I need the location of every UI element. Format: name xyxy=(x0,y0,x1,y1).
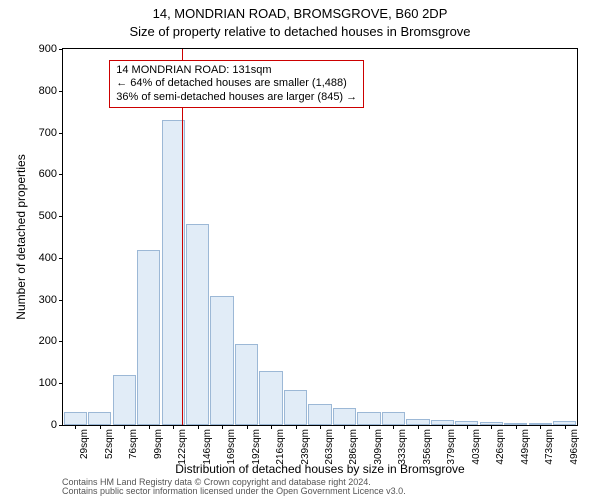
ytick-label: 300 xyxy=(39,294,57,306)
xtick-label: 449sqm xyxy=(520,429,531,465)
xtick-label: 473sqm xyxy=(544,429,555,465)
xtick-mark xyxy=(516,425,517,429)
chart-title-line1: 14, MONDRIAN ROAD, BROMSGROVE, B60 2DP xyxy=(0,6,600,21)
ytick-label: 400 xyxy=(39,252,57,264)
histogram-bar xyxy=(382,412,405,425)
xtick-mark xyxy=(296,425,297,429)
ytick-mark xyxy=(59,133,63,134)
ytick-label: 900 xyxy=(39,43,57,55)
xtick-mark xyxy=(540,425,541,429)
ytick-mark xyxy=(59,258,63,259)
xtick-mark xyxy=(393,425,394,429)
xtick-label: 169sqm xyxy=(226,429,237,465)
xtick-label: 122sqm xyxy=(177,429,188,465)
histogram-bar xyxy=(113,375,136,425)
histogram-bar xyxy=(64,412,87,425)
xtick-mark xyxy=(75,425,76,429)
xtick-mark xyxy=(222,425,223,429)
histogram-bar xyxy=(333,408,356,425)
xtick-mark xyxy=(173,425,174,429)
xtick-label: 403sqm xyxy=(471,429,482,465)
xtick-label: 216sqm xyxy=(275,429,286,465)
annotation-line3: 36% of semi-detached houses are larger (… xyxy=(116,91,357,104)
xtick-label: 379sqm xyxy=(446,429,457,465)
ytick-mark xyxy=(59,425,63,426)
ytick-label: 600 xyxy=(39,168,57,180)
xtick-mark xyxy=(320,425,321,429)
xtick-label: 286sqm xyxy=(348,429,359,465)
histogram-bar xyxy=(259,371,282,425)
x-axis-label: Distribution of detached houses by size … xyxy=(62,462,578,476)
xtick-label: 496sqm xyxy=(569,429,580,465)
xtick-label: 426sqm xyxy=(495,429,506,465)
xtick-label: 356sqm xyxy=(422,429,433,465)
xtick-mark xyxy=(442,425,443,429)
ytick-mark xyxy=(59,300,63,301)
xtick-mark xyxy=(198,425,199,429)
xtick-mark xyxy=(271,425,272,429)
ytick-label: 0 xyxy=(51,419,57,431)
ytick-mark xyxy=(59,341,63,342)
ytick-label: 800 xyxy=(39,85,57,97)
histogram-bar xyxy=(235,344,258,425)
annotation-line1: 14 MONDRIAN ROAD: 131sqm xyxy=(116,64,357,77)
xtick-label: 99sqm xyxy=(153,429,164,459)
xtick-mark xyxy=(247,425,248,429)
histogram-bar xyxy=(186,224,209,425)
ytick-mark xyxy=(59,216,63,217)
xtick-label: 192sqm xyxy=(251,429,262,465)
xtick-mark xyxy=(418,425,419,429)
histogram-bar xyxy=(137,250,160,425)
xtick-mark xyxy=(565,425,566,429)
xtick-mark xyxy=(100,425,101,429)
xtick-label: 29sqm xyxy=(79,429,90,459)
histogram-bar xyxy=(357,412,380,425)
ytick-label: 200 xyxy=(39,335,57,347)
xtick-label: 309sqm xyxy=(373,429,384,465)
plot-area: 010020030040050060070080090029sqm52sqm76… xyxy=(62,48,578,426)
ytick-mark xyxy=(59,174,63,175)
y-axis-label: Number of detached properties xyxy=(14,48,32,426)
histogram-bar xyxy=(308,404,331,425)
xtick-mark xyxy=(369,425,370,429)
xtick-label: 52sqm xyxy=(104,429,115,459)
xtick-label: 263sqm xyxy=(324,429,335,465)
annotation-box: 14 MONDRIAN ROAD: 131sqm← 64% of detache… xyxy=(109,60,364,108)
xtick-label: 76sqm xyxy=(128,429,139,459)
xtick-mark xyxy=(491,425,492,429)
ytick-mark xyxy=(59,383,63,384)
xtick-label: 239sqm xyxy=(300,429,311,465)
footnote-line2: Contains public sector information licen… xyxy=(62,487,578,496)
ytick-label: 500 xyxy=(39,210,57,222)
ytick-label: 100 xyxy=(39,377,57,389)
histogram-chart: 14, MONDRIAN ROAD, BROMSGROVE, B60 2DP S… xyxy=(0,0,600,500)
ytick-label: 700 xyxy=(39,127,57,139)
histogram-bar xyxy=(88,412,111,425)
xtick-label: 146sqm xyxy=(202,429,213,465)
ytick-mark xyxy=(59,91,63,92)
footnote: Contains HM Land Registry data © Crown c… xyxy=(62,478,578,497)
histogram-bar xyxy=(210,296,233,426)
xtick-label: 333sqm xyxy=(397,429,408,465)
xtick-mark xyxy=(467,425,468,429)
xtick-mark xyxy=(344,425,345,429)
xtick-mark xyxy=(149,425,150,429)
ytick-mark xyxy=(59,49,63,50)
annotation-line2: ← 64% of detached houses are smaller (1,… xyxy=(116,77,357,90)
chart-title-line2: Size of property relative to detached ho… xyxy=(0,24,600,39)
xtick-mark xyxy=(124,425,125,429)
histogram-bar xyxy=(284,390,307,426)
